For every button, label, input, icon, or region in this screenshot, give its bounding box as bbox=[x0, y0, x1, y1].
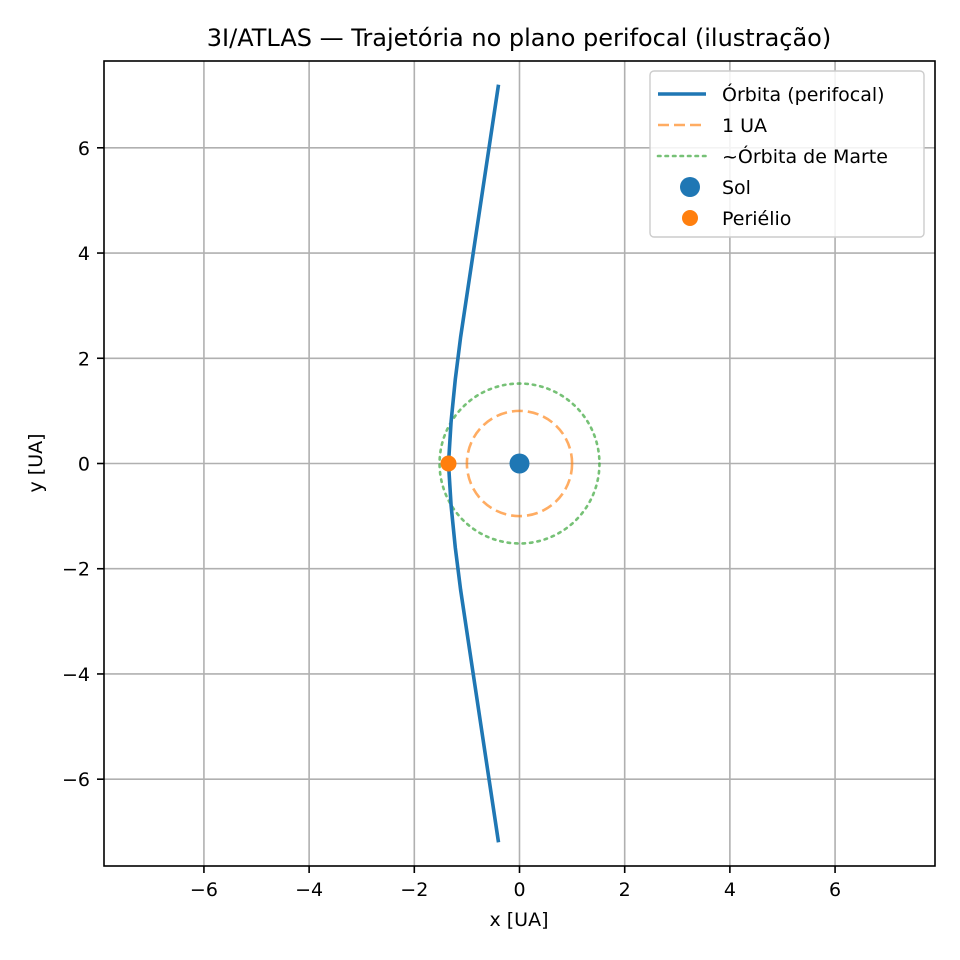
chart-title: 3I/ATLAS — Trajetória no plano perifocal… bbox=[207, 24, 831, 52]
y-tick-label: 6 bbox=[78, 138, 90, 160]
y-axis-label: y [UA] bbox=[25, 433, 47, 492]
point-3 bbox=[509, 453, 530, 474]
legend-box bbox=[649, 70, 925, 238]
legend-label-2: ~Órbita de Marte bbox=[722, 144, 888, 168]
point-4 bbox=[440, 455, 457, 472]
legend: Órbita (perifocal) 1 UA ~Órbita de Marte So… bbox=[649, 70, 925, 238]
x-tick-label: 4 bbox=[724, 879, 736, 901]
axis-ticks: −6 −4 −2 0 2 4 6 −6 −4 −2 0 2 4 6 bbox=[62, 138, 841, 901]
x-tick-label: −2 bbox=[400, 879, 428, 901]
x-tick-label: 6 bbox=[829, 879, 841, 901]
x-axis-label: x [UA] bbox=[489, 909, 548, 931]
y-tick-label: 0 bbox=[78, 454, 90, 476]
x-tick-label: 2 bbox=[619, 879, 631, 901]
y-tick-label: −2 bbox=[62, 559, 90, 581]
legend-handle-4 bbox=[682, 210, 698, 226]
series-1-circle bbox=[465, 409, 574, 518]
legend-label-4: Periélio bbox=[722, 208, 791, 230]
x-tick-label: 0 bbox=[513, 879, 525, 901]
legend-label-0: Órbita (perifocal) bbox=[722, 82, 885, 106]
y-tick-label: −4 bbox=[62, 664, 90, 686]
legend-handle-3 bbox=[680, 177, 700, 197]
x-tick-label: −6 bbox=[190, 879, 218, 901]
legend-label-1: 1 UA bbox=[722, 115, 767, 137]
y-tick-label: −6 bbox=[62, 769, 90, 791]
y-tick-label: 2 bbox=[78, 348, 90, 370]
legend-label-3: Sol bbox=[722, 177, 751, 199]
x-tick-label: −4 bbox=[295, 879, 323, 901]
plot-area bbox=[438, 84, 601, 843]
y-tick-label: 4 bbox=[78, 243, 90, 265]
series-2-circle bbox=[438, 382, 601, 545]
